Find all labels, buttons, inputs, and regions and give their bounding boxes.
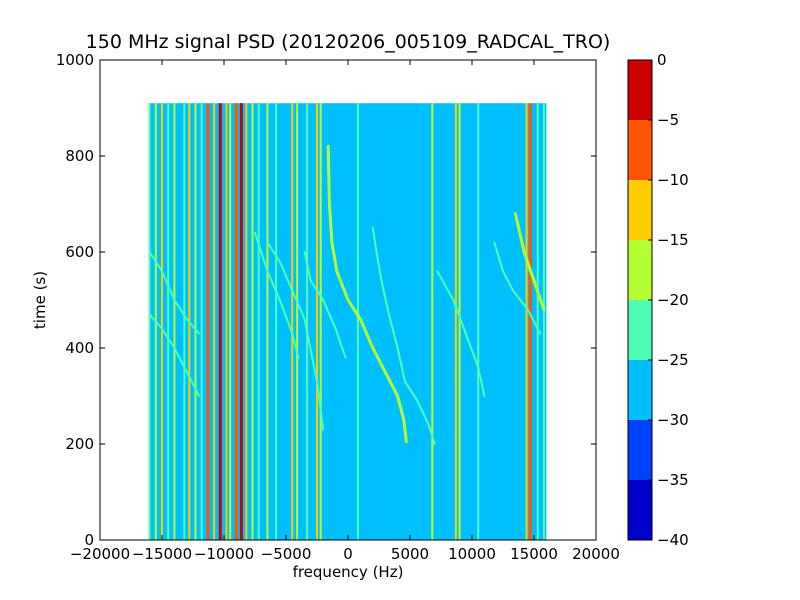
x-tick-label: 20000 [572, 545, 620, 563]
colorbar-band [628, 120, 652, 180]
steady-carrier-line [213, 103, 216, 540]
x-tick-label: 15000 [510, 545, 558, 563]
steady-carrier-line [296, 103, 299, 540]
steady-carrier-line [266, 103, 269, 540]
colorbar-tick-label: −20 [657, 291, 689, 309]
spectrogram-data [148, 103, 547, 540]
y-axis-label: time (s) [31, 271, 49, 329]
steady-carrier-line [239, 103, 243, 540]
steady-carrier-line [234, 103, 238, 540]
steady-carrier-line [251, 103, 254, 540]
colorbar-band [628, 420, 652, 480]
colorbar: −40 −35 −30 −25 −20 −15 −10 −5 0 [627, 51, 689, 549]
drifting-signal-track [513, 212, 546, 312]
steady-carrier-line [458, 103, 461, 540]
x-tick-label: 10000 [448, 545, 496, 563]
drifting-signal-track [371, 227, 436, 445]
colorbar-tick-label: −10 [657, 171, 689, 189]
steady-carrier-line [173, 103, 176, 540]
steady-carrier-line [454, 103, 457, 540]
y-tick-label: 1000 [56, 51, 94, 69]
steady-carrier-line [183, 103, 186, 540]
spectrogram-background [149, 103, 547, 540]
steady-carrier-line [218, 103, 222, 540]
steady-carrier-line [528, 103, 532, 540]
steady-carrier-line [319, 103, 322, 540]
steady-carrier-line [148, 103, 151, 540]
steady-carrier-line [525, 103, 528, 540]
steady-carrier-line [536, 103, 539, 540]
x-tick-label: −10000 [194, 545, 254, 563]
steady-carrier-line [291, 103, 294, 540]
drifting-signal-track [148, 313, 201, 397]
y-tick-label: 800 [65, 147, 94, 165]
y-tick-label: 400 [65, 339, 94, 357]
colorbar-tick-label: −25 [657, 351, 689, 369]
colorbar-tick-label: −5 [657, 111, 679, 129]
drifting-signal-track [436, 270, 486, 397]
steady-carrier-line [229, 103, 232, 540]
x-axis-ticks: −20000 −15000 −10000 −5000 0 5000 10000 15000 20… [70, 60, 620, 563]
y-tick-label: 600 [65, 243, 94, 261]
steady-carrier-line [206, 103, 210, 540]
x-tick-label: −15000 [132, 545, 192, 563]
drifting-signal-track [148, 251, 201, 335]
x-tick-label: −20000 [70, 545, 130, 563]
drifting-signal-track [254, 231, 300, 359]
colorbar-tick-label: −15 [657, 231, 689, 249]
colorbar-tick-label: −40 [657, 531, 689, 549]
drifting-signal-track [303, 251, 347, 359]
y-tick-label: 0 [84, 531, 94, 549]
steady-carrier-line [194, 103, 197, 540]
colorbar-band [628, 60, 652, 120]
colorbar-band [628, 360, 652, 420]
colorbar-tick-label: 0 [657, 51, 667, 69]
colorbar-tick-label: −35 [657, 471, 689, 489]
steady-carrier-line [225, 103, 228, 540]
steady-carrier-line [200, 103, 203, 540]
colorbar-tick-label: −30 [657, 411, 689, 429]
steady-carrier-line [542, 103, 545, 540]
chart-title: 150 MHz signal PSD (20120206_005109_RADC… [86, 31, 611, 53]
steady-carrier-line [306, 103, 309, 540]
steady-carrier-line [316, 103, 318, 540]
steady-carrier-line [245, 103, 248, 540]
steady-carrier-line [167, 103, 170, 540]
steady-carrier-line [161, 103, 163, 540]
x-tick-label: 5000 [391, 545, 429, 563]
plot-area: −20000 −15000 −10000 −5000 0 5000 10000 15000 20… [56, 51, 620, 563]
steady-carrier-line [257, 103, 260, 540]
x-axis-label: frequency (Hz) [293, 563, 404, 581]
colorbar-band [628, 240, 652, 300]
colorbar-band [628, 480, 652, 540]
y-axis-ticks: 0 200 400 600 800 1000 [56, 51, 596, 549]
steady-carrier-line [275, 103, 278, 540]
x-tick-label: −5000 [261, 545, 312, 563]
y-tick-label: 200 [65, 435, 94, 453]
steady-carrier-line [477, 103, 480, 540]
drifting-signal-track [493, 241, 542, 335]
steady-carrier-line [431, 103, 434, 540]
x-tick-label: 0 [343, 545, 353, 563]
colorbar-band [628, 300, 652, 360]
drifting-signal-track [326, 144, 408, 444]
drifting-signal-track [266, 241, 325, 431]
colorbar-band [628, 180, 652, 240]
steady-carrier-line [356, 103, 359, 540]
